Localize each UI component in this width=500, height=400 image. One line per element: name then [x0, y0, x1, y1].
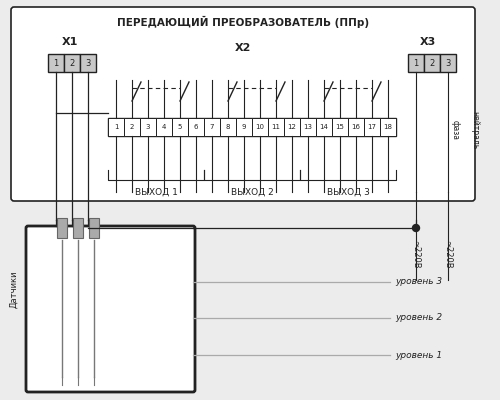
Text: X3: X3: [420, 37, 436, 47]
Text: уровень 2: уровень 2: [395, 314, 442, 322]
Text: уровень 3: уровень 3: [395, 278, 442, 286]
Text: 3: 3: [86, 58, 90, 68]
Bar: [252, 118, 268, 136]
Text: ~220В: ~220В: [412, 240, 420, 269]
Bar: [220, 118, 236, 136]
Text: 1: 1: [114, 124, 118, 130]
Text: 3: 3: [446, 58, 450, 68]
Bar: [172, 118, 188, 136]
Text: 1: 1: [414, 58, 418, 68]
Bar: [64, 54, 80, 72]
Bar: [300, 118, 316, 136]
Text: ВЫХОД 1: ВЫХОД 1: [134, 188, 178, 197]
Bar: [124, 118, 140, 136]
Text: 10: 10: [256, 124, 264, 130]
Text: 1: 1: [54, 58, 59, 68]
Text: ВЫХОД 3: ВЫХОД 3: [326, 188, 370, 197]
Text: Датчики: Датчики: [10, 270, 18, 308]
Bar: [424, 54, 440, 72]
Bar: [236, 118, 252, 136]
Text: 9: 9: [242, 124, 246, 130]
Text: 2: 2: [430, 58, 434, 68]
Bar: [408, 54, 424, 72]
Text: 5: 5: [178, 124, 182, 130]
Bar: [80, 54, 96, 72]
FancyBboxPatch shape: [11, 7, 475, 201]
Text: 11: 11: [272, 124, 280, 130]
Text: 14: 14: [320, 124, 328, 130]
Text: 12: 12: [288, 124, 296, 130]
Text: 16: 16: [352, 124, 360, 130]
Text: 8: 8: [226, 124, 230, 130]
Bar: [204, 118, 220, 136]
Text: 6: 6: [194, 124, 198, 130]
FancyBboxPatch shape: [26, 226, 195, 392]
Bar: [364, 118, 380, 136]
Bar: [57, 218, 67, 238]
Bar: [156, 118, 172, 136]
Text: ПЕРЕДАЮЩИЙ ПРЕОБРАЗОВАТЕЛЬ (ППр): ПЕРЕДАЮЩИЙ ПРЕОБРАЗОВАТЕЛЬ (ППр): [117, 16, 369, 28]
Text: фаза: фаза: [450, 120, 460, 140]
Text: 13: 13: [304, 124, 312, 130]
Text: уровень 1: уровень 1: [395, 350, 442, 360]
Text: 7: 7: [210, 124, 214, 130]
Bar: [284, 118, 300, 136]
Bar: [316, 118, 332, 136]
Text: 4: 4: [162, 124, 166, 130]
Text: 17: 17: [368, 124, 376, 130]
Bar: [440, 54, 456, 72]
Text: 18: 18: [384, 124, 392, 130]
Text: ~220В: ~220В: [444, 240, 452, 269]
Text: X2: X2: [235, 43, 251, 53]
Text: нейтраль: нейтраль: [470, 111, 480, 149]
Text: 15: 15: [336, 124, 344, 130]
Text: X1: X1: [62, 37, 78, 47]
Bar: [380, 118, 396, 136]
Bar: [108, 118, 396, 136]
Bar: [108, 118, 124, 136]
Text: 2: 2: [70, 58, 74, 68]
Bar: [348, 118, 364, 136]
Bar: [140, 118, 156, 136]
Bar: [89, 218, 99, 238]
Bar: [268, 118, 284, 136]
Bar: [73, 218, 83, 238]
Bar: [188, 118, 204, 136]
Bar: [48, 54, 64, 72]
Bar: [332, 118, 348, 136]
Text: ВЫХОД 2: ВЫХОД 2: [230, 188, 274, 197]
Circle shape: [412, 224, 420, 232]
Text: 2: 2: [130, 124, 134, 130]
Text: 3: 3: [146, 124, 150, 130]
